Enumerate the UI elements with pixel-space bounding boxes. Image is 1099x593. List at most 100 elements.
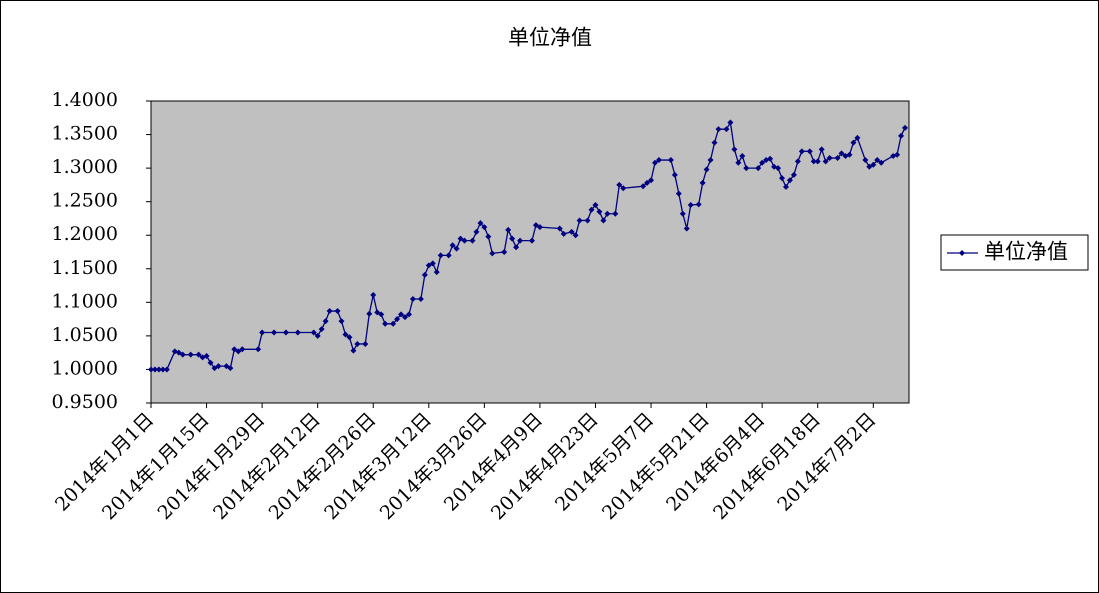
data-point bbox=[437, 252, 444, 259]
data-point bbox=[850, 139, 857, 146]
legend-label: 单位净值 bbox=[984, 240, 1068, 264]
data-point bbox=[779, 175, 786, 182]
data-point bbox=[600, 217, 607, 224]
data-point bbox=[874, 157, 881, 164]
data-point bbox=[334, 308, 341, 315]
data-point bbox=[473, 228, 480, 235]
data-point bbox=[735, 159, 742, 166]
data-point bbox=[433, 269, 440, 276]
data-point bbox=[687, 202, 694, 209]
data-point bbox=[513, 244, 520, 251]
data-point bbox=[695, 201, 702, 208]
data-point bbox=[798, 148, 805, 155]
data-point bbox=[894, 151, 901, 158]
data-point bbox=[759, 159, 766, 166]
data-point bbox=[429, 260, 436, 267]
y-tick-label: 1.1500 bbox=[52, 257, 118, 279]
data-point bbox=[382, 320, 389, 327]
data-point bbox=[572, 232, 579, 239]
data-point bbox=[679, 210, 686, 217]
data-point bbox=[505, 226, 512, 233]
data-point bbox=[390, 320, 397, 327]
data-point bbox=[640, 183, 647, 190]
data-point bbox=[398, 311, 405, 318]
y-tick-label: 1.2500 bbox=[52, 190, 118, 212]
y-tick-label: 1.3000 bbox=[52, 156, 118, 178]
data-point bbox=[354, 340, 361, 347]
data-point bbox=[703, 166, 710, 173]
data-point bbox=[187, 351, 194, 358]
y-tick-label: 1.2000 bbox=[52, 223, 118, 245]
data-point bbox=[445, 252, 452, 259]
data-point bbox=[326, 308, 333, 315]
data-point bbox=[576, 217, 583, 224]
data-point bbox=[271, 329, 278, 336]
data-point bbox=[604, 210, 611, 217]
chart-title: 单位净值 bbox=[508, 26, 592, 50]
data-point bbox=[822, 158, 829, 165]
data-point bbox=[227, 365, 234, 372]
data-point bbox=[739, 153, 746, 160]
data-point bbox=[556, 225, 563, 232]
data-point bbox=[612, 210, 619, 217]
y-tick-label: 1.1000 bbox=[52, 290, 118, 312]
y-tick-label: 1.4000 bbox=[52, 89, 118, 111]
data-point bbox=[151, 366, 158, 373]
data-point bbox=[767, 155, 774, 162]
y-tick-label: 1.0000 bbox=[52, 357, 118, 379]
data-point bbox=[362, 340, 369, 347]
data-point bbox=[818, 146, 825, 153]
data-point bbox=[715, 126, 722, 133]
data-point bbox=[215, 363, 222, 370]
data-point bbox=[794, 158, 801, 165]
data-point bbox=[163, 366, 170, 373]
data-point bbox=[862, 157, 869, 164]
legend: 单位净值 bbox=[940, 234, 1089, 271]
data-point bbox=[675, 190, 682, 197]
data-point bbox=[806, 148, 813, 155]
data-point bbox=[870, 161, 877, 168]
data-point bbox=[155, 366, 162, 373]
data-point bbox=[346, 334, 353, 341]
data-point bbox=[255, 346, 262, 353]
data-point bbox=[786, 177, 793, 184]
data-point bbox=[501, 249, 508, 255]
data-point bbox=[401, 314, 408, 321]
y-tick-label: 1.0500 bbox=[52, 324, 118, 346]
data-point bbox=[616, 181, 623, 188]
data-point bbox=[405, 311, 412, 318]
data-point bbox=[838, 150, 845, 157]
data-point bbox=[477, 220, 484, 227]
data-point bbox=[159, 366, 166, 373]
data-point bbox=[826, 155, 833, 162]
data-point bbox=[683, 225, 690, 232]
data-point bbox=[592, 202, 599, 209]
legend-marker bbox=[959, 250, 965, 256]
data-point bbox=[731, 146, 738, 153]
data-point bbox=[509, 235, 516, 242]
data-point bbox=[671, 171, 678, 178]
data-point bbox=[727, 119, 734, 126]
data-point bbox=[322, 318, 329, 325]
data-point bbox=[854, 134, 861, 141]
data-point bbox=[370, 291, 377, 298]
data-point bbox=[342, 331, 349, 338]
data-point bbox=[239, 346, 246, 353]
data-point bbox=[652, 159, 659, 166]
data-point bbox=[644, 179, 651, 186]
data-point bbox=[782, 183, 789, 190]
data-point bbox=[314, 332, 321, 339]
data-point bbox=[775, 165, 782, 172]
data-point bbox=[536, 224, 543, 231]
data-point bbox=[421, 271, 428, 278]
data-point bbox=[409, 295, 416, 302]
data-point bbox=[834, 155, 841, 162]
data-point bbox=[667, 157, 674, 164]
data-point bbox=[560, 230, 567, 237]
data-point bbox=[318, 326, 325, 333]
data-point bbox=[259, 329, 266, 336]
data-point bbox=[620, 185, 627, 192]
data-point bbox=[814, 158, 821, 165]
data-point bbox=[195, 351, 202, 358]
